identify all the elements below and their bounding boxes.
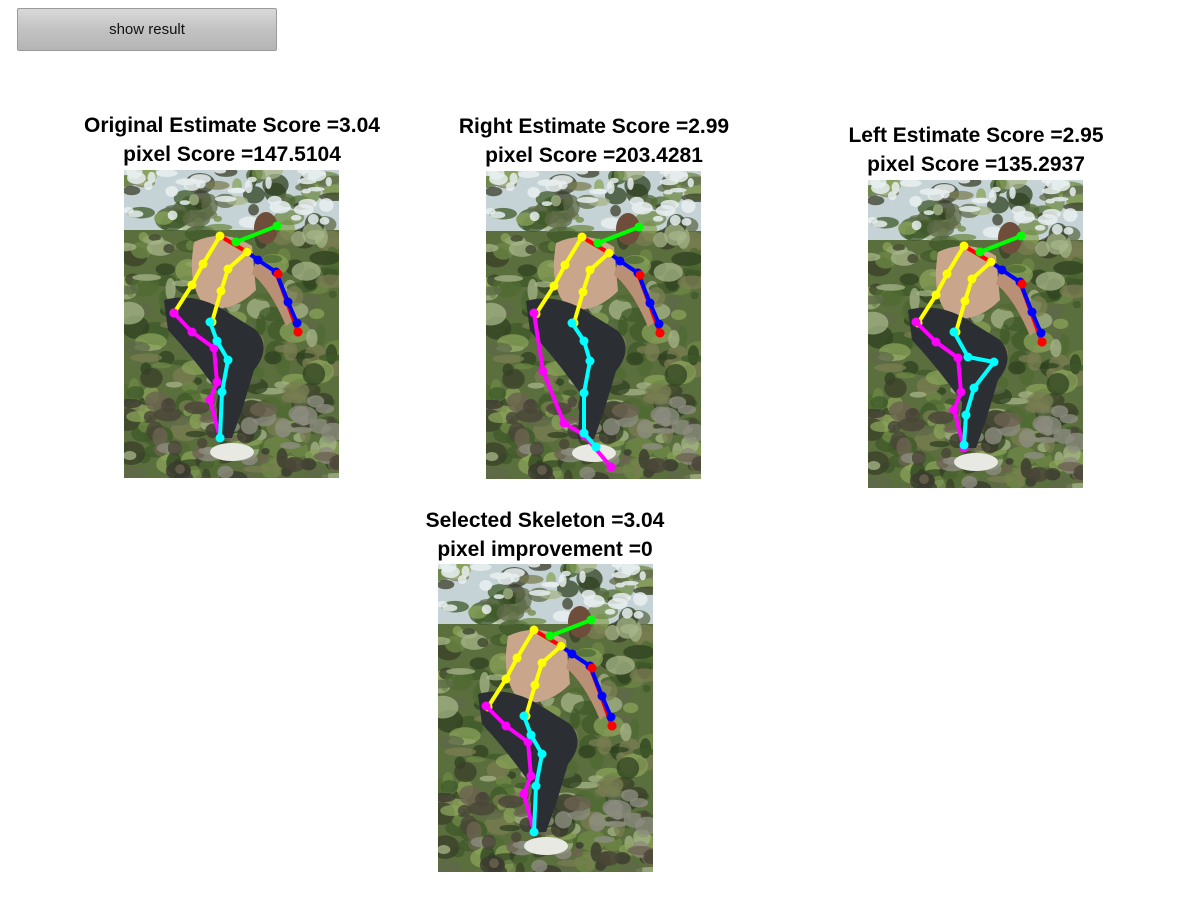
- selected-pixel-improvement: pixel improvement =0: [437, 538, 653, 561]
- selected-skeleton-title: Selected Skeleton =3.04 pixel improvemen…: [345, 506, 745, 564]
- right-estimate-title: Right Estimate Score =2.99 pixel Score =…: [394, 112, 794, 170]
- left-estimate-image: [868, 180, 1083, 488]
- left-estimate-score: Left Estimate Score =2.95: [848, 124, 1104, 147]
- selected-skeleton-score: Selected Skeleton =3.04: [425, 509, 665, 532]
- original-estimate-title: Original Estimate Score =3.04 pixel Scor…: [32, 111, 432, 169]
- original-pixel-score: pixel Score =147.5104: [123, 143, 341, 166]
- original-estimate-score: Original Estimate Score =3.04: [84, 114, 380, 137]
- right-pixel-score: pixel Score =203.4281: [485, 144, 703, 167]
- left-estimate-title: Left Estimate Score =2.95 pixel Score =1…: [776, 121, 1176, 179]
- left-pixel-score: pixel Score =135.2937: [867, 153, 1085, 176]
- right-estimate-image: [486, 171, 701, 479]
- original-estimate-image: [124, 170, 339, 478]
- right-estimate-score: Right Estimate Score =2.99: [458, 115, 730, 138]
- selected-skeleton-image: [438, 564, 653, 872]
- show-result-button[interactable]: show result: [17, 8, 277, 51]
